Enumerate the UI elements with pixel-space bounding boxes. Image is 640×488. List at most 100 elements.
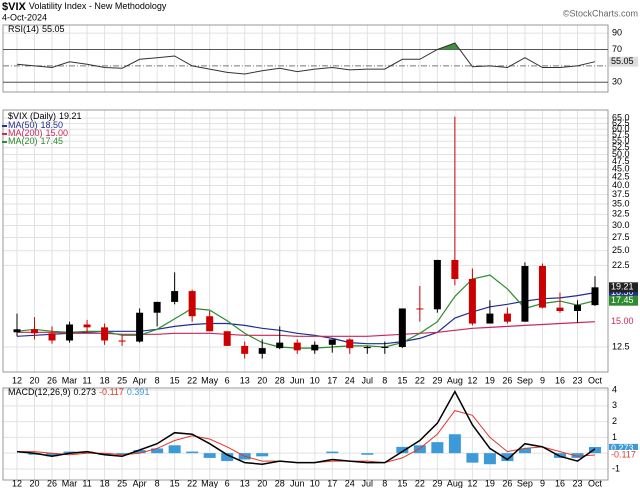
y-tick-label: 37.5 <box>612 189 630 199</box>
legend-part: RSI(14) <box>8 24 39 34</box>
rsi-line <box>16 42 596 75</box>
candle-body <box>241 345 249 354</box>
candle-body <box>573 305 581 311</box>
legend-entry: $VIX (Daily) 19.21 <box>8 111 82 121</box>
histogram-bar <box>116 453 129 455</box>
x-tick-label: 15 <box>397 375 407 385</box>
value-box <box>609 295 638 306</box>
candle-body <box>416 308 424 310</box>
histogram-bar <box>413 445 426 454</box>
legend-entry: MA(20) 17.45 <box>8 136 63 146</box>
x-tick-label: 24 <box>345 478 355 488</box>
candle-body <box>433 259 441 310</box>
x-tick-label: 24 <box>345 375 355 385</box>
candle-body <box>153 301 161 313</box>
x-tick-label: 15 <box>397 478 407 488</box>
x-tick-label: 18 <box>100 375 110 385</box>
legend-part: 0.273 <box>74 387 97 397</box>
value-box <box>609 287 638 298</box>
candle-body <box>83 324 91 328</box>
symbol: $VIX <box>2 1 27 13</box>
histogram-bar <box>589 447 601 454</box>
y-tick-label: 30 <box>612 77 622 87</box>
x-tick-label: 26 <box>502 375 512 385</box>
x-tick-label: 12 <box>12 478 22 488</box>
legend-part: 19.21 <box>59 111 82 121</box>
x-tick-label: 11 <box>82 478 91 488</box>
x-tick-label: 6 <box>225 478 230 488</box>
value-box-label: -0.117 <box>611 449 636 459</box>
candle-body <box>101 327 109 341</box>
x-tick-label: 12 <box>467 375 477 385</box>
histogram-bar <box>151 448 164 454</box>
x-tick-label: 22 <box>415 375 425 385</box>
legend-part: 55.05 <box>42 24 65 34</box>
candle-body <box>136 312 144 342</box>
histogram-bar <box>361 453 374 455</box>
y-tick-label: 90 <box>612 28 622 38</box>
source: ©StockCharts.com <box>563 8 638 18</box>
histogram-bar <box>168 445 181 454</box>
legend-part: $VIX (Daily) <box>8 111 56 121</box>
overbought-area <box>437 43 460 50</box>
histogram-bar <box>98 453 111 455</box>
x-tick-label: Apr <box>133 375 147 385</box>
candle-body <box>48 333 56 341</box>
legend-part: 17.45 <box>41 136 64 146</box>
y-tick-label: 2 <box>612 416 617 426</box>
y-tick-label: 25.0 <box>612 245 630 255</box>
y-tick-label: 32.5 <box>612 209 630 219</box>
x-tick-label: Mar <box>62 375 78 385</box>
x-tick-label: 22 <box>187 375 197 385</box>
x-tick-label: 12 <box>467 478 477 488</box>
candle-body <box>311 344 319 351</box>
y-tick-label: 4 <box>612 384 617 394</box>
legend-entry: MA(50) 18.50 <box>8 120 63 130</box>
x-tick-label: 25 <box>117 478 127 488</box>
y-tick-label: 42.5 <box>612 171 630 181</box>
histogram-bar <box>186 451 199 454</box>
y-tick-label: 3 <box>612 400 617 410</box>
y-tick-label: 12.5 <box>612 341 630 351</box>
y-tick-label: 47.5 <box>612 156 630 166</box>
candle-body <box>328 339 336 345</box>
x-tick-label: 8 <box>155 375 160 385</box>
candle-body <box>381 346 389 348</box>
y-tick-label: 65.0 <box>612 112 630 122</box>
x-tick-label: 16 <box>555 375 565 385</box>
x-tick-label: 29 <box>432 375 442 385</box>
y-tick-label: 35.0 <box>612 198 630 208</box>
legend-entry: MA(200) 15.00 <box>8 128 68 138</box>
x-tick-label: 10 <box>310 478 320 488</box>
value-box-label: 19.21 <box>611 282 634 292</box>
histogram-bar <box>81 451 94 454</box>
candle-body <box>118 340 126 342</box>
y-tick-label: -1 <box>612 463 620 473</box>
y-tick-label: 50.0 <box>612 149 630 159</box>
y-tick-label: 1 <box>612 432 617 442</box>
x-tick-label: 9 <box>540 478 545 488</box>
x-tick-label: May <box>201 375 219 385</box>
x-tick-label: 18 <box>100 478 110 488</box>
x-tick-label: Apr <box>133 478 147 488</box>
panel-frame <box>2 387 609 481</box>
x-tick-label: 10 <box>310 375 320 385</box>
legend-part: 18.50 <box>41 120 64 130</box>
histogram-bar <box>133 450 146 454</box>
candle-body <box>556 307 564 311</box>
candle-body <box>31 329 39 334</box>
candle-body <box>521 266 529 322</box>
histogram-bar <box>203 453 216 458</box>
x-tick-label: 19 <box>485 375 495 385</box>
x-tick-label: 6 <box>225 375 230 385</box>
candle-body <box>171 291 179 302</box>
x-tick-label: 29 <box>432 478 442 488</box>
candle-body <box>276 342 284 349</box>
legend-part: -0.117 <box>99 387 124 397</box>
x-tick-label: 20 <box>257 478 267 488</box>
candle-body <box>66 324 74 341</box>
legend-part: MA(20) <box>8 136 38 146</box>
x-tick-label: 23 <box>572 375 582 385</box>
y-tick-label: 52.5 <box>612 142 630 152</box>
y-tick-label: 40.0 <box>612 180 630 190</box>
